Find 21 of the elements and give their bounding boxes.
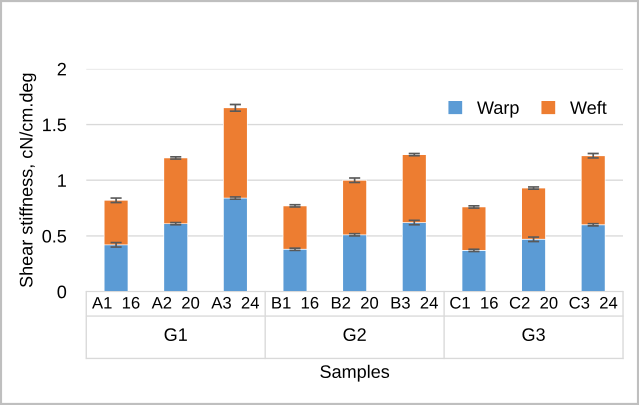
y-axis-title: Shear stiffness, cN/cm.deg xyxy=(19,74,36,288)
y-tick-label: 0.5 xyxy=(42,230,66,243)
legend-label: Weft xyxy=(570,100,607,114)
y-tick-label: 1.5 xyxy=(43,118,66,132)
x-axis-title: Samples xyxy=(320,364,390,382)
x-tick-label: A2 20 xyxy=(152,296,200,309)
legend-label: Warp xyxy=(477,101,519,118)
x-tick-label: B3 24 xyxy=(392,296,438,309)
y-tick-label: 2 xyxy=(58,62,66,76)
y-tick-label: 0 xyxy=(57,286,66,298)
text: G3 xyxy=(522,328,545,341)
text: G2 xyxy=(344,328,366,341)
y-tick-label: 1 xyxy=(58,174,66,187)
x-tick-label: C2 20 xyxy=(510,296,558,309)
x-tick-label: B2 20 xyxy=(332,296,378,309)
text: G1 xyxy=(164,328,187,341)
x-tick-label: A1 16 xyxy=(92,296,140,309)
x-tick-label: C1 16 xyxy=(450,296,498,309)
x-tick-label: C3 24 xyxy=(570,296,618,309)
x-tick-label: B1 16 xyxy=(272,296,318,309)
x-tick-label: A3 24 xyxy=(211,296,259,309)
